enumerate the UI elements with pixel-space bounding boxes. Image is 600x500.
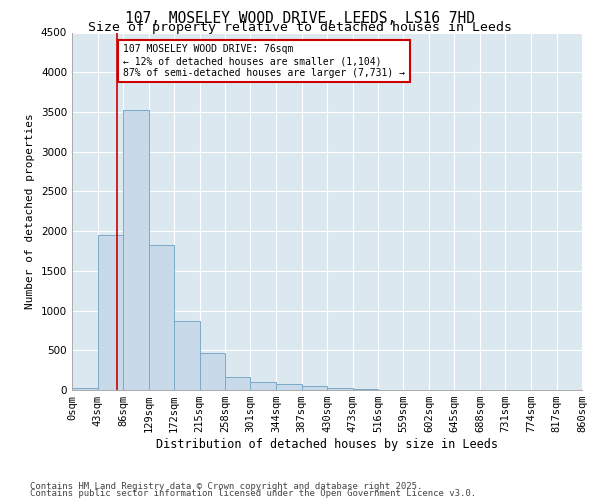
Bar	[199, 354, 225, 390]
Bar	[251, 382, 276, 390]
Bar	[72, 388, 97, 390]
Text: 107, MOSELEY WOOD DRIVE, LEEDS, LS16 7HD: 107, MOSELEY WOOD DRIVE, LEEDS, LS16 7HD	[125, 11, 475, 26]
Bar	[174, 321, 199, 390]
Text: Size of property relative to detached houses in Leeds: Size of property relative to detached ho…	[88, 22, 512, 35]
X-axis label: Distribution of detached houses by size in Leeds: Distribution of detached houses by size …	[156, 438, 498, 451]
Bar	[225, 378, 251, 390]
Bar	[302, 386, 327, 390]
Bar	[327, 388, 353, 390]
Text: Contains public sector information licensed under the Open Government Licence v3: Contains public sector information licen…	[30, 489, 476, 498]
Y-axis label: Number of detached properties: Number of detached properties	[25, 114, 35, 309]
Bar	[149, 246, 174, 390]
Text: Contains HM Land Registry data © Crown copyright and database right 2025.: Contains HM Land Registry data © Crown c…	[30, 482, 422, 491]
Text: 107 MOSELEY WOOD DRIVE: 76sqm
← 12% of detached houses are smaller (1,104)
87% o: 107 MOSELEY WOOD DRIVE: 76sqm ← 12% of d…	[123, 44, 405, 78]
Bar	[276, 384, 302, 390]
Bar	[123, 110, 149, 390]
Bar	[353, 389, 378, 390]
Bar	[97, 235, 123, 390]
